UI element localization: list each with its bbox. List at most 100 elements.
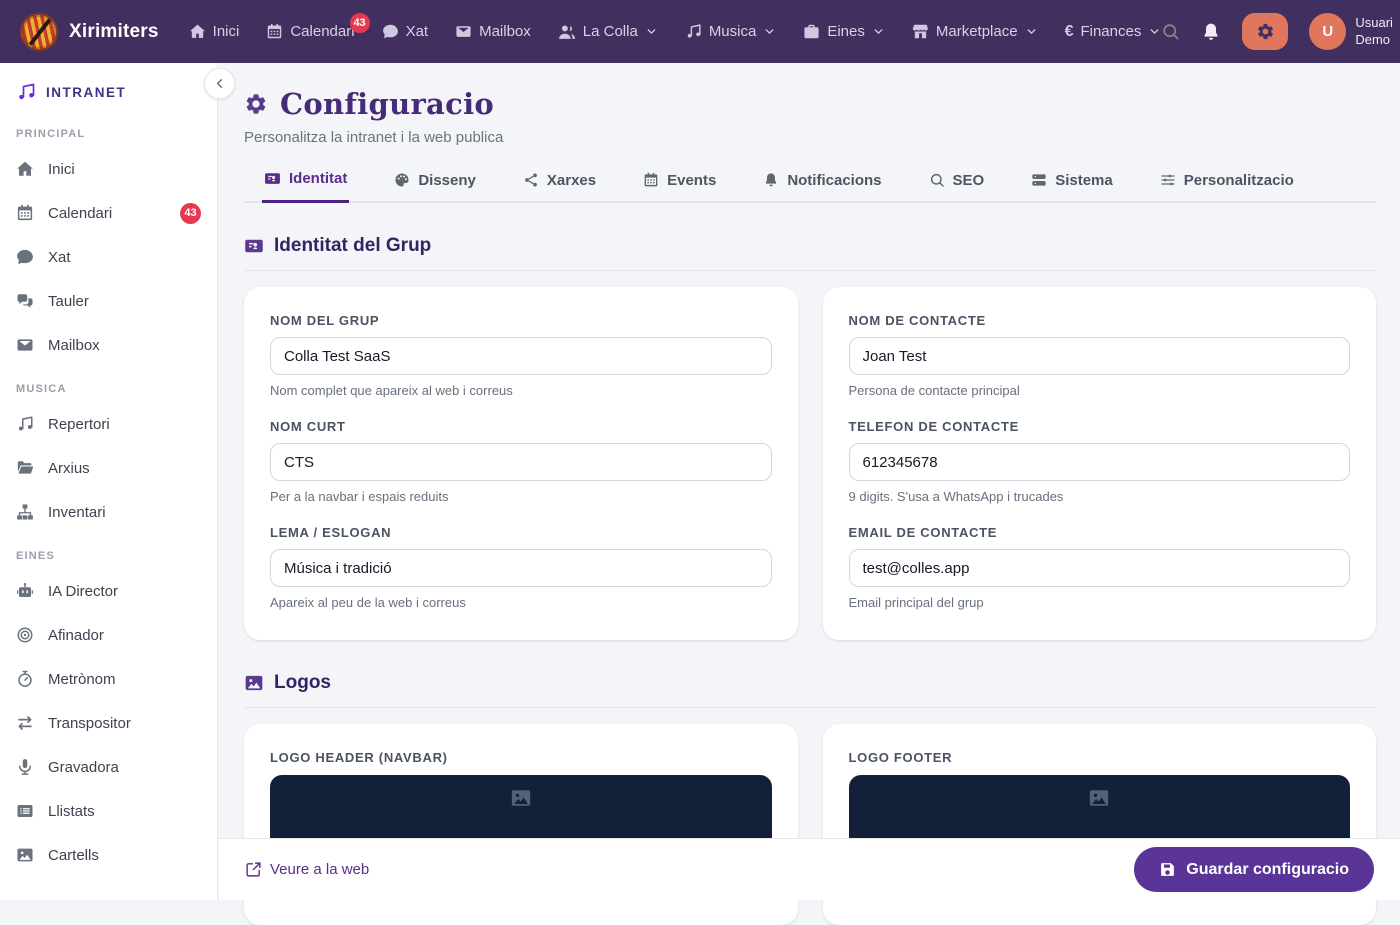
stopwatch-icon	[16, 670, 34, 688]
view-web-link[interactable]: Veure a la web	[245, 861, 369, 878]
tab-notificacions[interactable]: Notificacions	[761, 168, 883, 203]
field-label: NOM DE CONTACTE	[849, 313, 1351, 328]
identity-section-heading: Identitat del Grup	[244, 235, 1376, 257]
chevron-down-icon	[1148, 25, 1161, 38]
store-icon	[912, 23, 929, 40]
sidebar-item-xat[interactable]: Xat	[0, 235, 217, 279]
tab-seo[interactable]: SEO	[927, 168, 987, 203]
save-icon	[1159, 861, 1176, 878]
calendar-icon	[16, 204, 34, 222]
nav-item-calendari[interactable]: Calendari 43	[266, 23, 354, 40]
contact-email-input[interactable]	[849, 549, 1351, 587]
sidebar-item-transpositor[interactable]: Transpositor	[0, 701, 217, 745]
slogan-input[interactable]	[270, 549, 772, 587]
sidebar-item-tauler[interactable]: Tauler	[0, 279, 217, 323]
chat-icon	[16, 248, 34, 266]
sidebar-item-metronom[interactable]: Metrònom	[0, 657, 217, 701]
field-helper: Persona de contacte principal	[849, 383, 1351, 398]
navbar-menu: Inici Calendari 43 Xat Mailbox La Colla …	[189, 23, 1162, 41]
music-icon	[685, 23, 702, 40]
notifications-bell-icon[interactable]	[1201, 22, 1221, 42]
sidebar-item-inventari[interactable]: Inventari	[0, 490, 217, 534]
id-card-icon	[244, 236, 264, 256]
contact-name-input[interactable]	[849, 337, 1351, 375]
nav-item-xat[interactable]: Xat	[382, 23, 429, 40]
calendar-icon	[643, 172, 659, 188]
field-helper: Per a la navbar i espais reduits	[270, 489, 772, 504]
sidebar-section-musica: MUSICA	[0, 367, 217, 402]
sidebar-collapse-button[interactable]	[204, 68, 235, 99]
sidebar-item-inici[interactable]: Inici	[0, 147, 217, 191]
divider	[244, 707, 1376, 708]
field-helper: Nom complet que apareix al web i correus	[270, 383, 772, 398]
sitemap-icon	[16, 503, 34, 521]
robot-icon	[16, 582, 34, 600]
nav-item-eines[interactable]: Eines	[803, 23, 885, 40]
sidebar: INTRANET PRINCIPAL Inici Calendari 43 Xa…	[0, 63, 218, 900]
gear-icon	[1256, 22, 1275, 41]
calendar-icon	[266, 23, 283, 40]
navbar-actions: U Usuari Demo	[1161, 13, 1400, 50]
contact-phone-input[interactable]	[849, 443, 1351, 481]
users-icon	[558, 23, 576, 41]
nav-item-inici[interactable]: Inici	[189, 23, 240, 40]
nav-item-mailbox[interactable]: Mailbox	[455, 23, 531, 40]
sidebar-item-repertori[interactable]: Repertori	[0, 402, 217, 446]
server-icon	[1031, 172, 1047, 188]
field-label: LEMA / ESLOGAN	[270, 525, 772, 540]
sidebar-header: INTRANET	[0, 63, 217, 112]
tab-events[interactable]: Events	[641, 168, 718, 203]
brand-logo-icon	[20, 13, 58, 51]
id-card-icon	[264, 170, 281, 187]
home-icon	[189, 23, 206, 40]
sidebar-item-calendari[interactable]: Calendari 43	[0, 191, 217, 235]
page-title: Configuracio	[280, 87, 494, 121]
tab-disseny[interactable]: Disseny	[392, 168, 478, 203]
field-helper: Email principal del grup	[849, 595, 1351, 610]
music-icon	[16, 82, 36, 102]
briefcase-icon	[803, 23, 820, 40]
sidebar-item-afinador[interactable]: Afinador	[0, 613, 217, 657]
user-menu[interactable]: U Usuari Demo	[1309, 13, 1400, 50]
tab-personalitzacio[interactable]: Personalitzacio	[1158, 168, 1296, 203]
sidebar-item-arxius[interactable]: Arxius	[0, 446, 217, 490]
calendar-badge: 43	[180, 203, 201, 224]
search-icon	[929, 172, 945, 188]
tab-xarxes[interactable]: Xarxes	[521, 168, 598, 203]
mail-icon	[16, 336, 34, 354]
tab-identitat[interactable]: Identitat	[262, 168, 349, 203]
sidebar-item-gravadora[interactable]: Gravadora	[0, 745, 217, 789]
sidebar-item-mailbox[interactable]: Mailbox	[0, 323, 217, 367]
group-name-input[interactable]	[270, 337, 772, 375]
brand-name: Xirimiters	[69, 21, 159, 43]
sidebar-item-cartells[interactable]: Cartells	[0, 833, 217, 877]
microphone-icon	[16, 758, 34, 776]
nav-item-musica[interactable]: Musica	[685, 23, 777, 40]
music-icon	[16, 415, 34, 433]
comments-icon	[16, 292, 34, 310]
sidebar-item-ia-director[interactable]: IA Director	[0, 569, 217, 613]
avatar: U	[1309, 13, 1346, 50]
user-name: Usuari Demo	[1355, 15, 1393, 49]
calendar-badge: 43	[350, 13, 370, 33]
field-label: TELEFON DE CONTACTE	[849, 419, 1351, 434]
nav-item-la-colla[interactable]: La Colla	[558, 23, 658, 41]
chevron-down-icon	[1025, 25, 1038, 38]
settings-button[interactable]	[1242, 13, 1288, 50]
list-icon	[16, 802, 34, 820]
external-link-icon	[245, 861, 262, 878]
field-helper: Apareix al peu de la web i correus	[270, 595, 772, 610]
bell-icon	[763, 172, 779, 188]
nav-item-marketplace[interactable]: Marketplace	[912, 23, 1038, 40]
sidebar-section-eines: EINES	[0, 534, 217, 569]
action-footer: Veure a la web Guardar configuracio	[219, 838, 1400, 900]
tab-sistema[interactable]: Sistema	[1029, 168, 1115, 203]
nav-item-finances[interactable]: Finances	[1065, 23, 1162, 40]
transfer-arrows-icon	[16, 714, 34, 732]
home-icon	[16, 160, 34, 178]
save-configuration-button[interactable]: Guardar configuracio	[1134, 847, 1374, 892]
short-name-input[interactable]	[270, 443, 772, 481]
search-icon[interactable]	[1161, 22, 1180, 41]
sidebar-item-llistats[interactable]: Llistats	[0, 789, 217, 833]
brand[interactable]: Xirimiters	[20, 13, 159, 51]
